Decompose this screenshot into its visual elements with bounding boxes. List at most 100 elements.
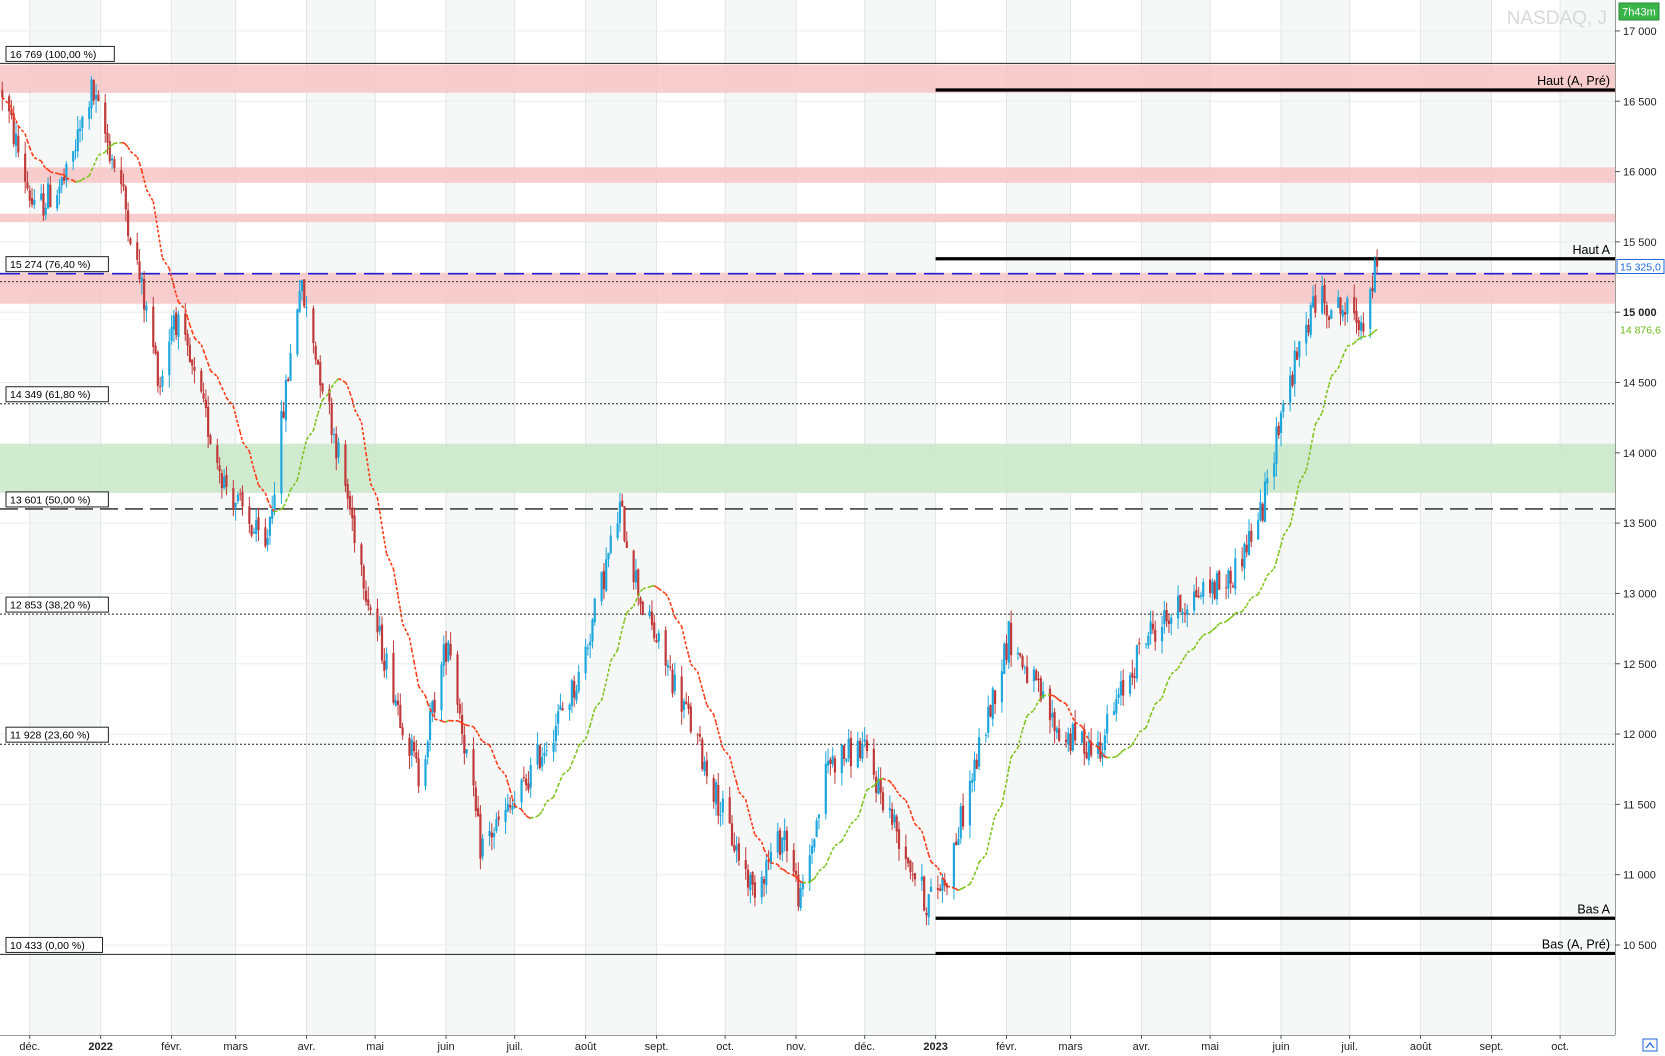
candle-body[interactable] xyxy=(961,805,965,827)
candle-body[interactable] xyxy=(236,494,240,502)
candle-body[interactable] xyxy=(657,632,660,642)
candle-body[interactable] xyxy=(1229,570,1232,584)
candle-body[interactable] xyxy=(623,506,626,541)
candle-body[interactable] xyxy=(907,858,910,864)
candle-body[interactable] xyxy=(859,740,862,758)
candlestick-series[interactable] xyxy=(1,76,1379,926)
candle-body[interactable] xyxy=(941,877,944,891)
candle-body[interactable] xyxy=(909,860,912,873)
candle-body[interactable] xyxy=(856,740,859,768)
candle-body[interactable] xyxy=(1359,322,1363,331)
candle-body[interactable] xyxy=(204,399,207,408)
candle-body[interactable] xyxy=(794,870,798,875)
candle-body[interactable] xyxy=(1309,304,1312,336)
candle-body[interactable] xyxy=(1117,694,1120,698)
candle-body[interactable] xyxy=(28,190,31,201)
candle-body[interactable] xyxy=(1112,711,1116,715)
candle-body[interactable] xyxy=(287,378,290,381)
candle-body[interactable] xyxy=(1103,735,1106,751)
candle-body[interactable] xyxy=(1343,312,1347,315)
candle-body[interactable] xyxy=(1000,671,1004,703)
candle-body[interactable] xyxy=(161,375,164,387)
candle-body[interactable] xyxy=(1195,589,1198,598)
candle-body[interactable] xyxy=(458,704,461,714)
candle-body[interactable] xyxy=(1341,310,1344,317)
candle-body[interactable] xyxy=(666,664,670,668)
candle-body[interactable] xyxy=(527,783,530,790)
candle-body[interactable] xyxy=(1074,723,1077,741)
time-axis[interactable]: déc. 2022 févr. mars avr. mai juin juil. août sep… xyxy=(19,1035,1569,1053)
candle-body[interactable] xyxy=(104,102,107,134)
candle-body[interactable] xyxy=(557,711,560,724)
candle-body[interactable] xyxy=(591,619,594,642)
candle-body[interactable] xyxy=(319,362,322,386)
candle-body[interactable] xyxy=(1325,305,1328,316)
candle-body[interactable] xyxy=(225,474,228,487)
candle-body[interactable] xyxy=(529,764,532,788)
candle-body[interactable] xyxy=(1275,426,1278,464)
candle-body[interactable] xyxy=(380,624,384,661)
candle-body[interactable] xyxy=(1291,374,1294,386)
candle-body[interactable] xyxy=(257,517,260,531)
candle-body[interactable] xyxy=(159,386,162,388)
candle-body[interactable] xyxy=(30,197,34,205)
candle-body[interactable] xyxy=(426,741,429,758)
candle-body[interactable] xyxy=(1362,323,1365,332)
candle-body[interactable] xyxy=(234,502,237,508)
candle-body[interactable] xyxy=(250,524,253,536)
candle-body[interactable] xyxy=(602,570,606,589)
candle-body[interactable] xyxy=(865,740,869,752)
candle-body[interactable] xyxy=(730,823,734,846)
candle-body[interactable] xyxy=(122,184,125,187)
candle-body[interactable] xyxy=(815,820,818,838)
candle-body[interactable] xyxy=(712,778,715,802)
candle-body[interactable] xyxy=(1273,463,1276,477)
candle-body[interactable] xyxy=(92,79,95,101)
candle-body[interactable] xyxy=(511,806,514,810)
candle-body[interactable] xyxy=(1375,259,1379,267)
candle-body[interactable] xyxy=(106,132,109,143)
candle-body[interactable] xyxy=(993,690,997,705)
candle-body[interactable] xyxy=(353,515,356,544)
candle-body[interactable] xyxy=(522,777,525,779)
candle-body[interactable] xyxy=(1016,652,1020,655)
candle-body[interactable] xyxy=(209,435,212,444)
candle-body[interactable] xyxy=(1035,670,1038,681)
candle-body[interactable] xyxy=(762,879,766,884)
candle-body[interactable] xyxy=(968,781,972,826)
candle-body[interactable] xyxy=(616,523,619,539)
candle-body[interactable] xyxy=(1176,595,1180,619)
candle-body[interactable] xyxy=(973,759,976,782)
candle-body[interactable] xyxy=(1115,698,1118,714)
candle-body[interactable] xyxy=(673,674,676,691)
candle-body[interactable] xyxy=(639,597,642,605)
candle-body[interactable] xyxy=(1149,621,1152,635)
candle-body[interactable] xyxy=(136,242,139,260)
candle-body[interactable] xyxy=(296,309,299,355)
candle-body[interactable] xyxy=(1330,310,1333,319)
candle-body[interactable] xyxy=(33,199,36,205)
candle-body[interactable] xyxy=(417,758,420,787)
candle-body[interactable] xyxy=(191,359,194,366)
fibonacci-levels[interactable]: 16 769 (100,00 %) 15 274 (76,40 %) 14 349 … xyxy=(0,45,1615,955)
candle-body[interactable] xyxy=(108,141,111,162)
candle-body[interactable] xyxy=(401,727,404,736)
candle-body[interactable] xyxy=(410,739,413,756)
candle-body[interactable] xyxy=(300,280,304,292)
candle-body[interactable] xyxy=(175,312,178,335)
candle-body[interactable] xyxy=(360,544,363,565)
candle-body[interactable] xyxy=(808,855,811,883)
candle-body[interactable] xyxy=(719,815,722,817)
candle-body[interactable] xyxy=(26,182,29,189)
candle-body[interactable] xyxy=(1289,375,1292,403)
candle-body[interactable] xyxy=(1151,623,1155,630)
candle-body[interactable] xyxy=(241,491,244,507)
candle-body[interactable] xyxy=(1106,714,1109,734)
candle-body[interactable] xyxy=(1346,298,1349,314)
candle-body[interactable] xyxy=(543,752,546,756)
candle-body[interactable] xyxy=(897,829,901,849)
candle-body[interactable] xyxy=(765,860,768,886)
candle-body[interactable] xyxy=(971,779,974,783)
price-axis[interactable]: 17 000 16 500 16 000 15 500 15 000 14 500 14 0… xyxy=(1615,0,1665,1056)
candle-body[interactable] xyxy=(1021,655,1024,668)
